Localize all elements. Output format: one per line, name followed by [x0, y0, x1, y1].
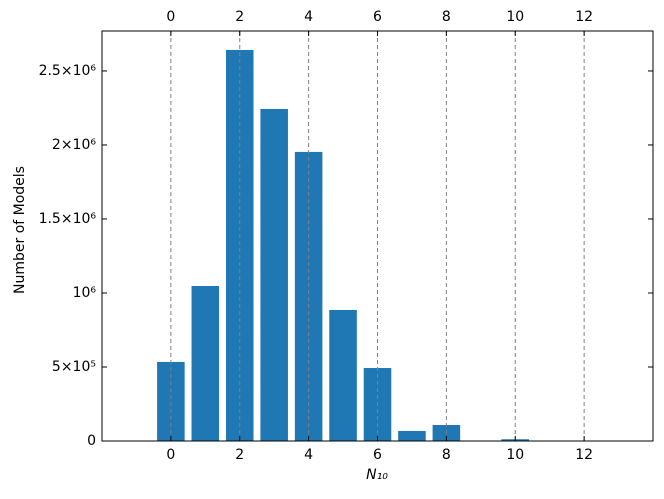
x-tick-label-top: 0 — [166, 9, 175, 25]
x-tick-label-top: 10 — [506, 9, 524, 25]
bar — [329, 310, 357, 441]
y-tick-label: 0 — [87, 433, 96, 449]
plot-frame — [101, 30, 654, 442]
bar — [191, 286, 220, 441]
x-tick-label-top: 8 — [442, 9, 451, 25]
x-tick-label: 12 — [575, 447, 593, 463]
x-tick-label: 2 — [235, 447, 244, 463]
bar — [398, 430, 426, 441]
y-tick-label: 2.5×10⁶ — [39, 63, 97, 79]
bar — [157, 361, 185, 441]
y-tick-label: 2×10⁶ — [52, 137, 96, 153]
x-tick-label: 0 — [166, 447, 175, 463]
y-tick-label: 5×10⁵ — [52, 359, 96, 375]
x-tick-label-top: 12 — [575, 9, 593, 25]
x-tick-label: 6 — [373, 447, 382, 463]
y-axis-label: Number of Models — [12, 166, 28, 294]
y-tick-label: 10⁶ — [73, 285, 97, 301]
x-tick-label: 4 — [304, 447, 313, 463]
x-tick-label: 10 — [506, 447, 524, 463]
x-axis-label: N₁₀ — [366, 467, 388, 483]
x-tick-label-top: 4 — [304, 9, 313, 25]
y-tick-label: 1.5×10⁶ — [39, 211, 97, 227]
x-tick-label: 8 — [442, 447, 451, 463]
x-tick-label-top: 6 — [373, 9, 382, 25]
x-tick-label-top: 2 — [235, 9, 244, 25]
bar — [260, 109, 288, 442]
